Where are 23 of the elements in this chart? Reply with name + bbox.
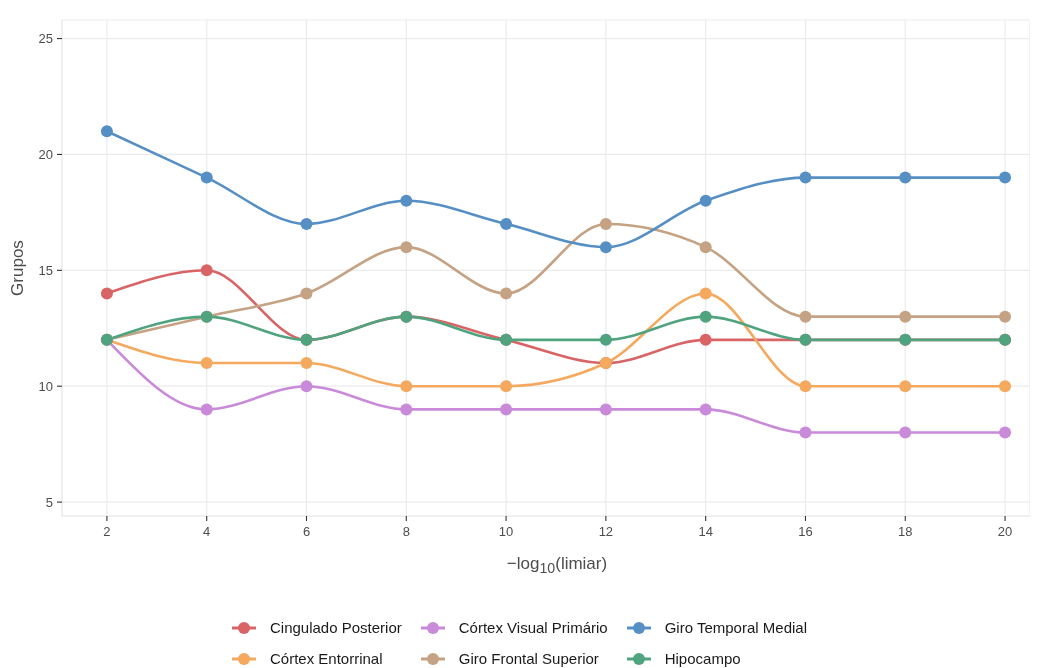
x-tick-label: 18 <box>898 524 913 540</box>
x-tick-label: 20 <box>997 524 1013 540</box>
legend-label: Córtex Entorrinal <box>270 650 383 667</box>
legend-label: Córtex Visual Primário <box>458 619 608 636</box>
y-tick-label: 20 <box>38 147 53 163</box>
x-tick-label: 6 <box>302 524 311 540</box>
y-tick-label: 15 <box>38 262 53 278</box>
legend-label: Giro Frontal Superior <box>458 650 599 667</box>
x-axis-title: −log$_{10}$(limiar) <box>505 553 609 579</box>
x-tick-label: 14 <box>698 524 713 540</box>
y-tick-label: 25 <box>38 31 53 47</box>
y-axis-title: Grupos <box>7 239 28 298</box>
legend-label: Hipocampo <box>664 650 741 667</box>
y-tick-label: 5 <box>45 494 53 510</box>
x-tick-label: 4 <box>203 524 211 540</box>
y-tick-label: 10 <box>38 378 53 394</box>
x-tick-label: 8 <box>402 524 410 540</box>
x-tick-label: 16 <box>798 524 813 540</box>
x-tick-label: 2 <box>103 524 111 540</box>
x-tick-label: 12 <box>598 524 614 540</box>
x-tick-label: 10 <box>498 524 514 540</box>
legend-label: Giro Temporal Medial <box>664 619 807 636</box>
legend-label: Cingulado Posterior <box>270 619 402 636</box>
